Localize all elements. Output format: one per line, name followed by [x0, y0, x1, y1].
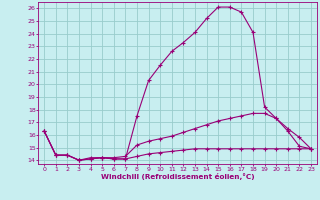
- X-axis label: Windchill (Refroidissement éolien,°C): Windchill (Refroidissement éolien,°C): [101, 173, 254, 180]
